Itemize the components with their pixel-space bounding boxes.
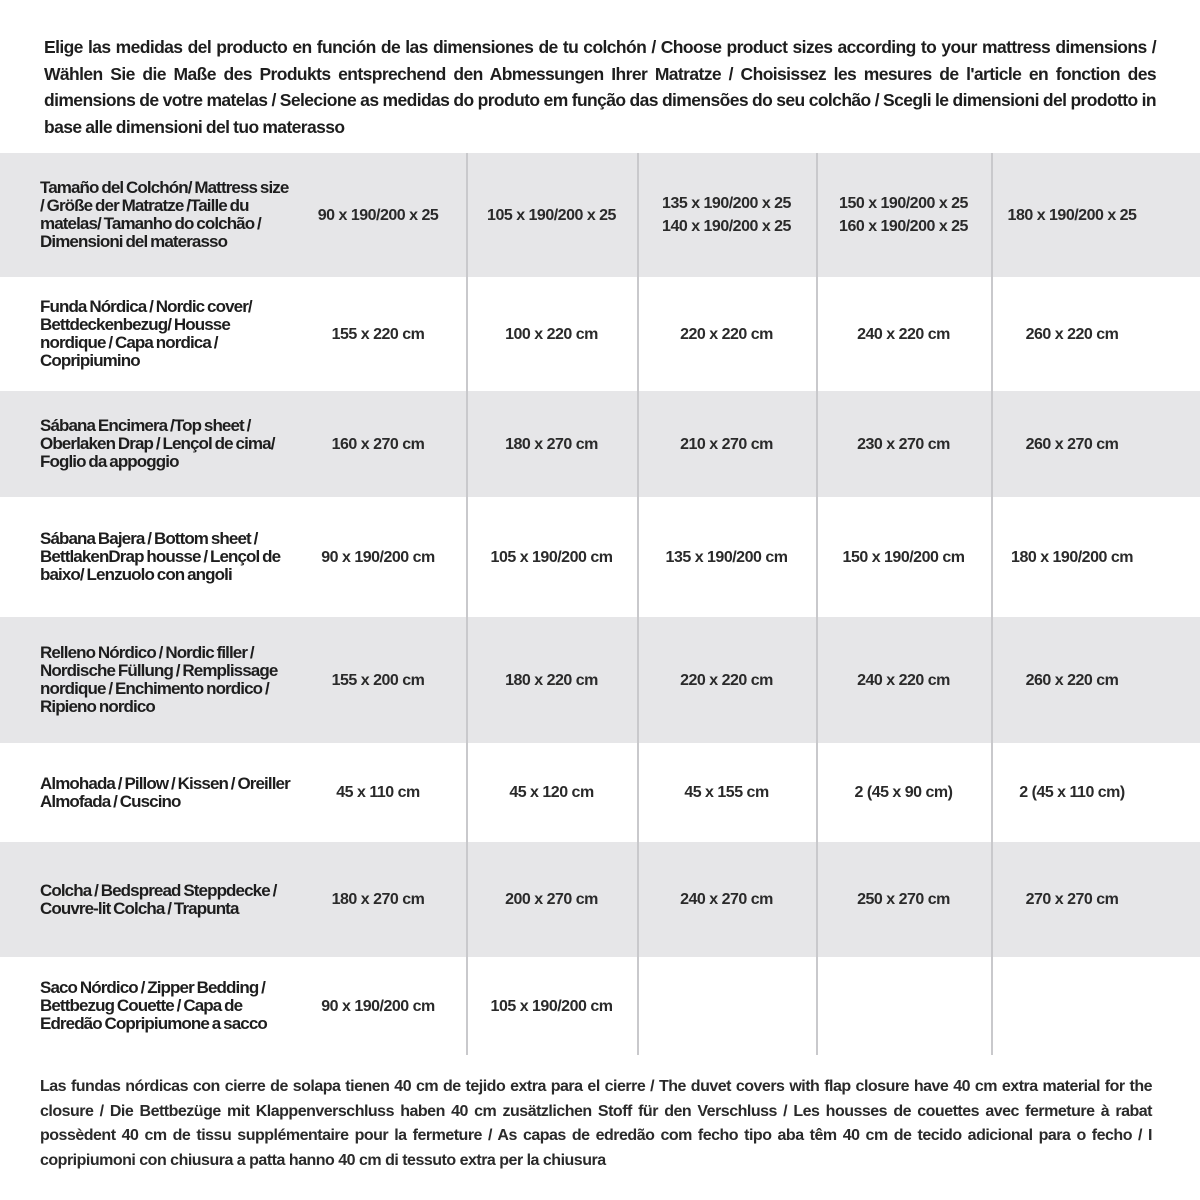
table-row: Sábana Bajera / Bottom sheet / Bettlaken… bbox=[0, 497, 1200, 617]
row-label: Colcha / Bedspread Steppdecke / Couvre-l… bbox=[40, 880, 277, 918]
table-row: Almohada / Pillow / Kissen / Oreiller Al… bbox=[0, 743, 1200, 842]
column-divider bbox=[816, 153, 818, 1055]
size-cell: 135 x 190/200 x 25 140 x 190/200 x 25 bbox=[662, 195, 791, 235]
table-row: Relleno Nórdico / Nordic filler / Nordis… bbox=[0, 617, 1200, 743]
row-label: Sábana Bajera / Bottom sheet / Bettlaken… bbox=[40, 529, 281, 584]
size-cell: 180 x 190/200 cm bbox=[1011, 548, 1133, 566]
table-row: Colcha / Bedspread Steppdecke / Couvre-l… bbox=[0, 842, 1200, 957]
size-cell: 270 x 270 cm bbox=[1025, 891, 1119, 908]
size-cell: 105 x 190/200 cm bbox=[490, 997, 613, 1015]
size-cell: 180 x 220 cm bbox=[505, 671, 598, 689]
size-cell: 240 x 220 cm bbox=[857, 325, 950, 343]
size-cell: 90 x 190/200 x 25 bbox=[317, 206, 439, 224]
size-cell: 45 x 120 cm bbox=[509, 784, 594, 801]
size-cell: 100 x 220 cm bbox=[505, 325, 598, 343]
size-cell: 240 x 220 cm bbox=[857, 671, 950, 689]
table-row: Funda Nórdica / Nordic cover/ Bettdecken… bbox=[0, 277, 1200, 391]
table-row: Saco Nórdico / Zipper Bedding / Bettbezu… bbox=[0, 957, 1200, 1055]
column-divider bbox=[991, 153, 993, 1055]
size-cell: 90 x 190/200 cm bbox=[321, 997, 435, 1015]
size-cell: 220 x 220 cm bbox=[680, 325, 773, 343]
row-label: Saco Nórdico / Zipper Bedding / Bettbezu… bbox=[40, 978, 268, 1033]
size-cell: 150 x 190/200 cm bbox=[842, 548, 965, 566]
table-row: Tamaño del Colchón/ Mattress size / Größ… bbox=[0, 153, 1200, 277]
row-label: Tamaño del Colchón/ Mattress size / Größ… bbox=[40, 178, 289, 251]
size-cell: 90 x 190/200 cm bbox=[321, 548, 435, 566]
size-cell: 105 x 190/200 x 25 bbox=[487, 206, 616, 224]
size-cell: 260 x 220 cm bbox=[1025, 671, 1119, 689]
size-cell: 210 x 270 cm bbox=[680, 435, 773, 453]
size-cell: 45 x 155 cm bbox=[684, 784, 769, 801]
footer-note: Las fundas nórdicas con cierre de solapa… bbox=[40, 1078, 1153, 1169]
size-cell: 105 x 190/200 cm bbox=[490, 548, 613, 566]
size-cell: 155 x 200 cm bbox=[331, 671, 425, 689]
column-divider bbox=[637, 153, 639, 1055]
size-cell: 155 x 220 cm bbox=[331, 325, 425, 343]
size-cell: 250 x 270 cm bbox=[857, 891, 950, 908]
size-cell: 180 x 270 cm bbox=[505, 435, 598, 453]
size-cell: 180 x 270 cm bbox=[331, 891, 425, 908]
table-row: Sábana Encimera /Top sheet / Oberlaken D… bbox=[0, 391, 1200, 497]
row-label: Relleno Nórdico / Nordic filler / Nordis… bbox=[40, 643, 278, 716]
row-label: Almohada / Pillow / Kissen / Oreiller Al… bbox=[40, 773, 291, 811]
size-table: Tamaño del Colchón/ Mattress size / Größ… bbox=[0, 153, 1200, 1055]
size-cell: 45 x 110 cm bbox=[336, 784, 420, 801]
column-divider bbox=[466, 153, 468, 1055]
size-cell: 260 x 270 cm bbox=[1025, 435, 1119, 453]
size-cell: 150 x 190/200 x 25 160 x 190/200 x 25 bbox=[839, 195, 968, 235]
size-cell: 260 x 220 cm bbox=[1025, 325, 1119, 343]
row-label: Sábana Encimera /Top sheet / Oberlaken D… bbox=[40, 416, 275, 471]
size-cell: 200 x 270 cm bbox=[505, 891, 598, 908]
intro-text: Elige las medidas del producto en funció… bbox=[44, 37, 1157, 137]
row-label: Funda Nórdica / Nordic cover/ Bettdecken… bbox=[40, 297, 253, 370]
size-cell: 180 x 190/200 x 25 bbox=[1007, 206, 1137, 224]
size-cell: 135 x 190/200 cm bbox=[665, 548, 788, 566]
size-cell: 2 (45 x 90 cm) bbox=[854, 784, 953, 801]
size-cell: 220 x 220 cm bbox=[680, 671, 773, 689]
size-cell: 230 x 270 cm bbox=[857, 435, 950, 453]
size-cell: 160 x 270 cm bbox=[331, 435, 425, 453]
size-cell: 2 (45 x 110 cm) bbox=[1019, 784, 1125, 801]
size-cell: 240 x 270 cm bbox=[680, 891, 773, 908]
